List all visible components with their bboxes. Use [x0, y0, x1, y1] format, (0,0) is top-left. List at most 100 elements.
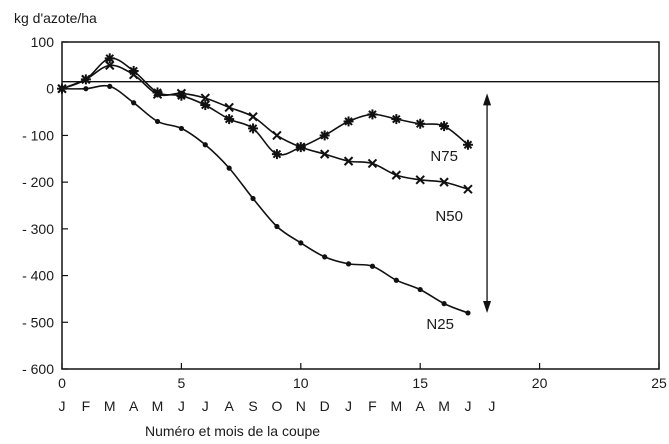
cross-marker	[367, 158, 378, 169]
dot-marker	[298, 240, 304, 246]
month-label: J	[202, 398, 209, 414]
series-line	[61, 84, 469, 314]
month-label: J	[488, 398, 495, 414]
month-label: F	[82, 398, 91, 414]
series-n50	[57, 60, 473, 194]
cross-marker	[272, 130, 282, 141]
dot-marker	[178, 125, 184, 132]
cross-marker	[176, 88, 187, 99]
month-label: J	[178, 398, 185, 414]
dot-marker	[83, 86, 89, 92]
cross-marker	[128, 69, 139, 80]
x-tick-label: 25	[651, 375, 667, 391]
cross-marker	[200, 93, 210, 103]
series-line	[61, 64, 469, 190]
dot-marker	[202, 142, 208, 148]
dot-marker	[274, 223, 280, 230]
x-axis-title: Numéro et mois de la coupe	[145, 423, 320, 439]
month-label: S	[248, 398, 257, 414]
month-label: M	[390, 398, 402, 414]
month-label: D	[320, 398, 330, 414]
month-label: A	[416, 398, 426, 414]
star-marker	[319, 130, 330, 141]
x-tick-label: 10	[293, 375, 309, 391]
y-tick-label: - 200	[22, 174, 54, 190]
arrow-head-top	[483, 93, 492, 106]
star-marker	[224, 114, 235, 125]
star-marker	[462, 139, 473, 150]
series-n75	[57, 53, 473, 160]
month-label: J	[345, 398, 352, 414]
star-marker	[391, 114, 402, 125]
dot-marker	[154, 118, 161, 125]
range-arrow	[483, 93, 492, 313]
dot-marker	[226, 165, 232, 171]
y-tick-label: 100	[31, 34, 55, 50]
star-marker	[415, 118, 426, 129]
y-tick-label: - 400	[22, 268, 54, 284]
cross-marker	[391, 170, 402, 180]
cross-marker	[105, 60, 115, 71]
series-labels: N75 N50 N25	[426, 148, 463, 333]
month-label: J	[59, 398, 66, 414]
cross-marker	[248, 112, 258, 122]
y-axis-title: kg d'azote/ha	[14, 10, 97, 26]
series-n25	[59, 83, 471, 316]
month-label: M	[438, 398, 450, 414]
arrow-head-bottom	[483, 300, 492, 313]
month-label: A	[224, 398, 234, 414]
y-tick-label: - 500	[22, 314, 54, 330]
star-marker	[248, 123, 259, 134]
plot-frame	[61, 41, 660, 370]
x-tick-label: 15	[412, 375, 428, 391]
dot-marker	[417, 286, 423, 293]
dot-marker	[131, 100, 137, 106]
cross-marker	[463, 184, 473, 194]
cross-marker	[296, 142, 306, 152]
y-tick-label: - 600	[22, 361, 54, 377]
cross-marker	[152, 89, 163, 100]
y-tick-label: 0	[46, 81, 54, 97]
x-tick-label: 5	[178, 375, 186, 391]
y-tick-label: - 300	[22, 221, 54, 237]
cross-marker	[224, 102, 234, 113]
x-tick-label: 0	[58, 375, 66, 391]
y-tick-label: - 100	[22, 127, 54, 143]
cross-marker	[343, 156, 354, 166]
cross-marker	[439, 177, 449, 187]
month-label: M	[152, 398, 164, 414]
dot-marker	[345, 261, 352, 267]
dot-marker	[59, 86, 65, 92]
cross-marker	[415, 175, 425, 185]
star-marker	[104, 53, 115, 64]
month-label: N	[296, 398, 306, 414]
star-marker	[200, 100, 211, 111]
dot-marker	[107, 83, 113, 89]
star-marker	[271, 149, 282, 160]
star-marker	[343, 116, 354, 127]
dot-marker	[441, 301, 447, 307]
series-label-n25: N25	[426, 316, 454, 333]
dot-marker	[250, 195, 256, 202]
month-label: A	[129, 398, 139, 414]
series-group	[57, 53, 473, 316]
x-tick-label: 20	[532, 375, 548, 391]
dot-marker	[322, 254, 328, 260]
star-marker	[367, 109, 378, 120]
cross-marker	[81, 74, 91, 85]
star-marker	[439, 121, 450, 132]
series-line	[61, 57, 469, 156]
series-label-n75: N75	[430, 148, 458, 165]
month-label: F	[368, 398, 377, 414]
month-label: M	[104, 398, 116, 414]
dot-marker	[369, 263, 376, 269]
month-label: O	[271, 398, 282, 414]
cross-marker	[319, 149, 330, 159]
dot-marker	[465, 310, 471, 316]
series-label-n50: N50	[435, 208, 463, 225]
dot-marker	[393, 277, 399, 283]
month-label: J	[464, 398, 471, 414]
